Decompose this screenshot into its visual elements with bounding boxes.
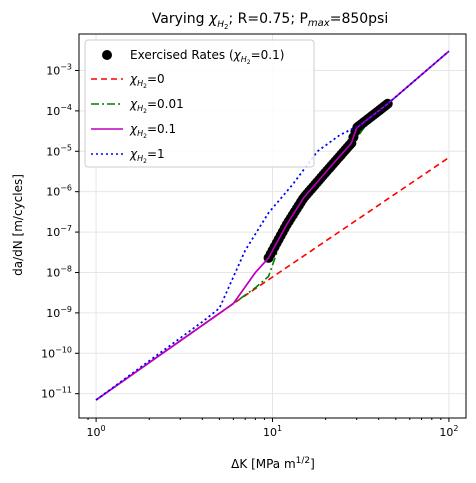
legend-0-chi: χ — [129, 72, 138, 86]
legend-2-subsub: 2 — [143, 133, 147, 140]
y-tick-base: 10 — [46, 266, 60, 279]
title-tail: =850psi — [330, 11, 389, 27]
x-tick-label: 100 — [87, 424, 106, 439]
legend-1-subsub: 2 — [143, 108, 147, 115]
legend-2-sub: H — [137, 129, 143, 138]
legend-marker-exercised-rates — [102, 50, 112, 60]
title-post: ; R=0.75; P — [229, 11, 308, 27]
y-tick-exp: −3 — [60, 62, 72, 71]
title-pre: Varying — [152, 11, 209, 27]
legend-3-chi: χ — [129, 147, 138, 161]
legend: Exercised Rates (χH2=0.1) χH2=0 χH2=0.01… — [84, 39, 315, 168]
y-tick-exp: −6 — [60, 184, 72, 193]
y-tick-exp: −9 — [60, 305, 72, 314]
title-sub: H — [217, 20, 224, 30]
y-tick-label: 10−6 — [46, 184, 72, 199]
y-tick-exp: −4 — [60, 103, 72, 112]
x-tick-exp: 2 — [453, 424, 458, 433]
y-tick-label: 10−9 — [46, 305, 72, 320]
y-tick-exp: −11 — [55, 386, 72, 395]
title-chi: χ — [208, 11, 218, 27]
legend-2-value: =0.1 — [147, 122, 176, 136]
legend-1-sub: H — [137, 104, 143, 113]
x-axis-label: ΔK [MPa m1/2] — [231, 456, 315, 471]
legend-exercised-sub: H — [241, 55, 247, 64]
x-tick-base: 10 — [87, 426, 101, 439]
y-tick-base: 10 — [46, 145, 60, 158]
legend-0-value: =0 — [147, 72, 165, 86]
y-tick-base: 10 — [46, 186, 60, 199]
y-tick-label: 10−11 — [41, 386, 72, 401]
scatter-layer — [95, 50, 450, 401]
legend-1-value: =0.01 — [147, 97, 184, 111]
series-line-xh2-1-overlay — [95, 50, 450, 401]
x-tick-label: 101 — [263, 424, 282, 439]
legend-label-xh2-1: χH2=1 — [129, 147, 165, 165]
legend-1-chi: χ — [129, 97, 138, 111]
y-tick-exp: −7 — [60, 224, 72, 233]
legend-0-sub: H — [137, 79, 143, 88]
y-tick-base: 10 — [46, 64, 60, 77]
y-tick-exp: −8 — [60, 264, 72, 273]
x-tick-base: 10 — [439, 426, 453, 439]
legend-exercised-subsub: 2 — [247, 59, 251, 66]
y-tick-base: 10 — [46, 307, 60, 320]
legend-0-subsub: 2 — [143, 83, 147, 90]
y-tick-exp: −10 — [55, 345, 72, 354]
x-tick-exp: 0 — [101, 424, 106, 433]
y-tick-base: 10 — [46, 105, 60, 118]
x-tick-label: 102 — [439, 424, 458, 439]
xlabel-end: ] — [310, 457, 315, 471]
legend-exercised-main: Exercised Rates ( — [130, 48, 234, 62]
legend-label-exercised-rates: Exercised Rates (χH2=0.1) — [130, 48, 284, 66]
x-tick-exp: 1 — [277, 424, 282, 433]
y-tick-label: 10−4 — [46, 103, 72, 118]
legend-2-chi: χ — [129, 122, 138, 136]
y-tick-label: 10−7 — [46, 224, 72, 239]
title-psub: max — [308, 18, 330, 29]
xlabel-sup: 1/2 — [296, 456, 310, 466]
legend-3-sub: H — [137, 154, 143, 163]
y-tick-label: 10−8 — [46, 264, 72, 279]
legend-label-xh2-0.1: χH2=0.1 — [129, 122, 176, 140]
x-axis: 100 101 102 — [87, 418, 458, 439]
series-line-xh2-0.1-overlay — [95, 50, 450, 401]
title-subsub: 2 — [224, 23, 228, 31]
y-tick-label: 10−3 — [46, 62, 72, 77]
chart-title: Varying χH2; R=0.75; Pmax=850psi — [152, 11, 389, 31]
legend-exercised-end: =0.1) — [251, 48, 285, 62]
legend-label-xh2-0.01: χH2=0.01 — [129, 97, 184, 115]
xlabel-main: ΔK [MPa m — [231, 457, 295, 471]
legend-exercised-chi: χ — [233, 48, 242, 62]
legend-label-xh2-0: χH2=0 — [129, 72, 165, 90]
legend-3-subsub: 2 — [143, 158, 147, 165]
y-tick-label: 10−10 — [41, 345, 72, 360]
y-tick-base: 10 — [41, 388, 55, 401]
x-tick-base: 10 — [263, 426, 277, 439]
y-tick-base: 10 — [46, 226, 60, 239]
y-axis-label: da/dN [m/cycles] — [11, 174, 25, 276]
y-tick-exp: −5 — [60, 143, 72, 152]
legend-box — [84, 39, 315, 168]
y-tick-base: 10 — [41, 347, 55, 360]
y-tick-label: 10−5 — [46, 143, 72, 158]
legend-3-value: =1 — [147, 147, 165, 161]
